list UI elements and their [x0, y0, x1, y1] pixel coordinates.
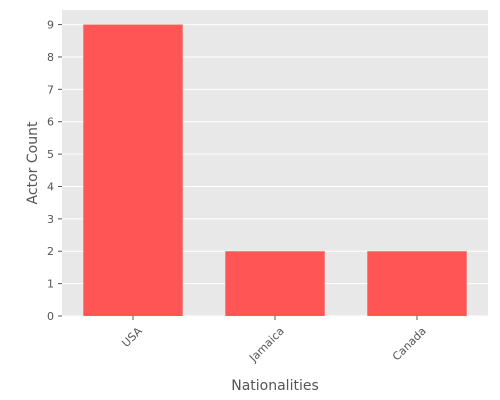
y-tick-label-9: 9 [47, 19, 54, 32]
x-tick-label-jamaica: Jamaica [246, 325, 287, 366]
x-tick-label-usa: USA [119, 324, 145, 350]
bar-canada [367, 251, 467, 316]
x-tick-label-canada: Canada [390, 325, 429, 364]
y-tick-label-5: 5 [47, 148, 54, 161]
y-axis-label: Actor Count [25, 121, 41, 204]
bars [83, 24, 467, 316]
y-tick-label-2: 2 [47, 245, 54, 258]
y-tick-label-6: 6 [47, 116, 54, 129]
x-axis-ticks: USA Jamaica Canada [119, 316, 429, 366]
bar-usa [83, 24, 183, 316]
y-tick-label-3: 3 [47, 213, 54, 226]
y-tick-label-8: 8 [47, 51, 54, 64]
y-tick-label-1: 1 [47, 278, 54, 291]
y-tick-label-7: 7 [47, 83, 54, 96]
x-axis-label: Nationalities [231, 378, 319, 394]
y-axis-ticks: 0 1 2 3 4 5 6 7 8 9 [47, 19, 62, 323]
y-tick-label-4: 4 [47, 180, 54, 193]
y-tick-label-0: 0 [47, 310, 54, 323]
bar-jamaica [225, 251, 325, 316]
